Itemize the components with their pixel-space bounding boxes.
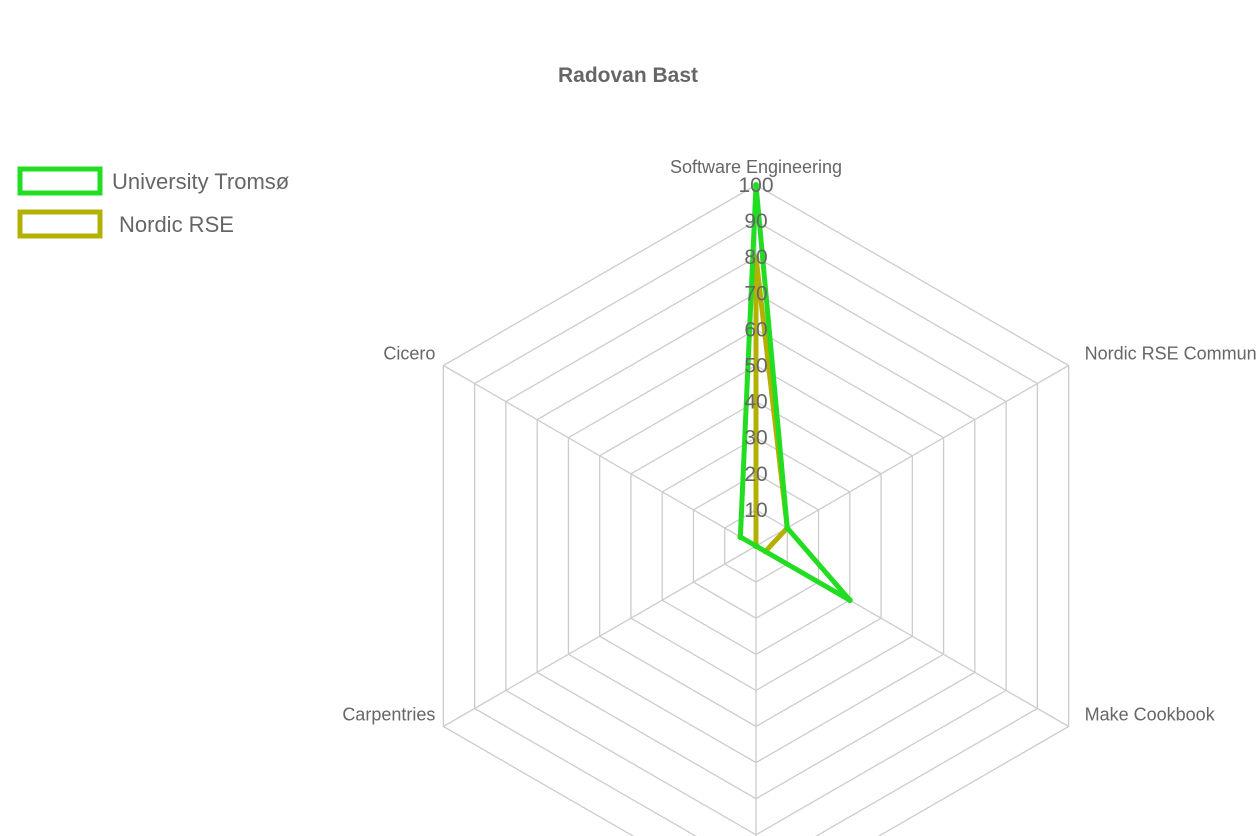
axis-label: Software Engineering xyxy=(670,157,842,177)
chart-title: Radovan Bast xyxy=(558,64,698,87)
series-line xyxy=(737,184,852,603)
tick-label: 30 xyxy=(744,427,767,450)
legend-label[interactable]: University Tromsø xyxy=(112,169,289,194)
data-point[interactable] xyxy=(737,533,744,540)
legend-swatch[interactable] xyxy=(17,166,103,196)
tick-label: 50 xyxy=(744,355,767,378)
tick-label: 20 xyxy=(744,463,767,486)
axis-label: Nordic RSE Community xyxy=(1085,344,1256,364)
series-layer xyxy=(737,182,853,604)
axis-labels: Software Engineering Nordic RSE Community… xyxy=(342,157,1256,725)
tick-label: 40 xyxy=(744,391,767,414)
data-point[interactable] xyxy=(753,543,759,549)
tick-label: 90 xyxy=(744,210,767,233)
tick-label: 10 xyxy=(744,499,767,522)
tick-label: 80 xyxy=(744,246,767,269)
radar-grid xyxy=(442,184,1070,836)
axis-spoke-1 xyxy=(755,364,1069,547)
tick-label: 60 xyxy=(744,318,767,341)
axis-spoke-4 xyxy=(443,545,757,728)
data-point[interactable] xyxy=(846,597,853,604)
axis-label: Carpentries xyxy=(342,705,435,725)
tick-label: 70 xyxy=(744,282,767,305)
radial-tick-labels: 10 20 30 40 50 60 70 80 90 100 xyxy=(738,174,773,522)
axis-label: Cicero xyxy=(383,344,435,364)
axis-label: Make Cookbook xyxy=(1085,705,1216,725)
legend-label[interactable]: Nordic RSE xyxy=(119,212,234,237)
legend-swatch[interactable] xyxy=(17,209,103,239)
axis-spoke-5 xyxy=(443,364,757,547)
data-point[interactable] xyxy=(753,182,759,188)
legend[interactable]: University Tromsø Nordic RSE xyxy=(17,166,289,239)
data-point[interactable] xyxy=(784,524,791,531)
tick-label: 100 xyxy=(738,174,773,197)
